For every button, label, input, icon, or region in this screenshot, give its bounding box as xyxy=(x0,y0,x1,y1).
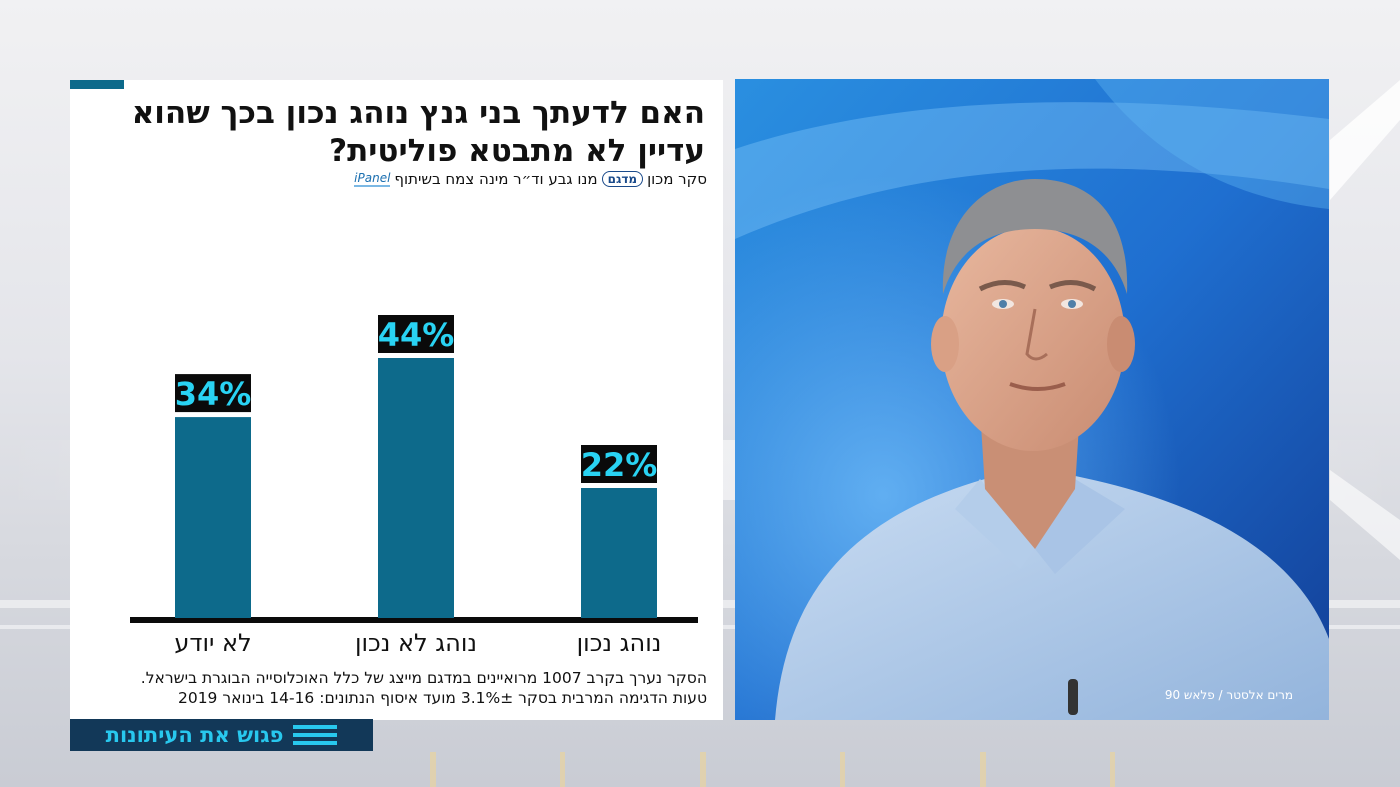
panel-accent-bar xyxy=(70,80,124,89)
subtitle-part1: סקר מכון xyxy=(647,170,707,188)
category-label-1: נוהג לא נכון xyxy=(355,629,477,657)
madgam-logo: מדגם xyxy=(601,171,644,187)
data-label-1: 44% xyxy=(378,316,455,354)
bar-0 xyxy=(175,417,251,618)
ipanel-logo: iPanel xyxy=(354,171,391,187)
bar-1 xyxy=(378,358,454,618)
menu-lines-icon xyxy=(293,725,338,745)
bar-chart: 34% לא יודע 44% נוהג לא נכון 22% נוהג נכון xyxy=(130,315,698,657)
portrait-illustration xyxy=(735,79,1329,720)
data-label-2: 22% xyxy=(581,446,658,484)
chart-title-line1: האם לדעתך בני גנץ נוהג נכון בכך שהוא xyxy=(131,95,705,131)
photo-credit: מרים אלסטר / פלאש 90 xyxy=(1164,688,1293,702)
footnote-line2: טעות הדגימה המרבית בסקר 3.1%± מועד איסוף… xyxy=(177,689,707,707)
chart-panel: האם לדעתך בני גנץ נוהג נכון בכך שהוא עדי… xyxy=(70,80,723,720)
footnote-line1: הסקר נערך בקרב 1007 מרואיינים במדגם מייצ… xyxy=(140,669,707,687)
survey-footnote: הסקר נערך בקרב 1007 מרואיינים במדגם מייצ… xyxy=(77,668,707,708)
data-label-bg-0 xyxy=(175,374,251,413)
chart-title-line2: עדיין לא מתבטא פוליטית? xyxy=(329,133,705,169)
portrait-photo: מרים אלסטר / פלאש 90 xyxy=(735,79,1329,720)
data-label-0: 34% xyxy=(175,375,252,413)
chart-title: האם לדעתך בני גנץ נוהג נכון בכך שהוא עדי… xyxy=(105,94,705,170)
data-label-bg-1 xyxy=(378,315,454,353)
data-label-bg-2 xyxy=(581,445,657,483)
bar-2 xyxy=(581,488,657,618)
category-label-2: נוהג נכון xyxy=(577,629,662,657)
show-ticker: פגוש את העיתונות xyxy=(70,719,373,751)
ticker-label: פגוש את העיתונות xyxy=(105,723,284,747)
category-label-0: לא יודע xyxy=(174,629,251,657)
chart-subtitle: סקר מכון מדגם מנו גבע וד״ר מינה צמח בשית… xyxy=(354,170,707,188)
subtitle-part2: מנו גבע וד״ר מינה צמח בשיתוף xyxy=(394,170,598,188)
